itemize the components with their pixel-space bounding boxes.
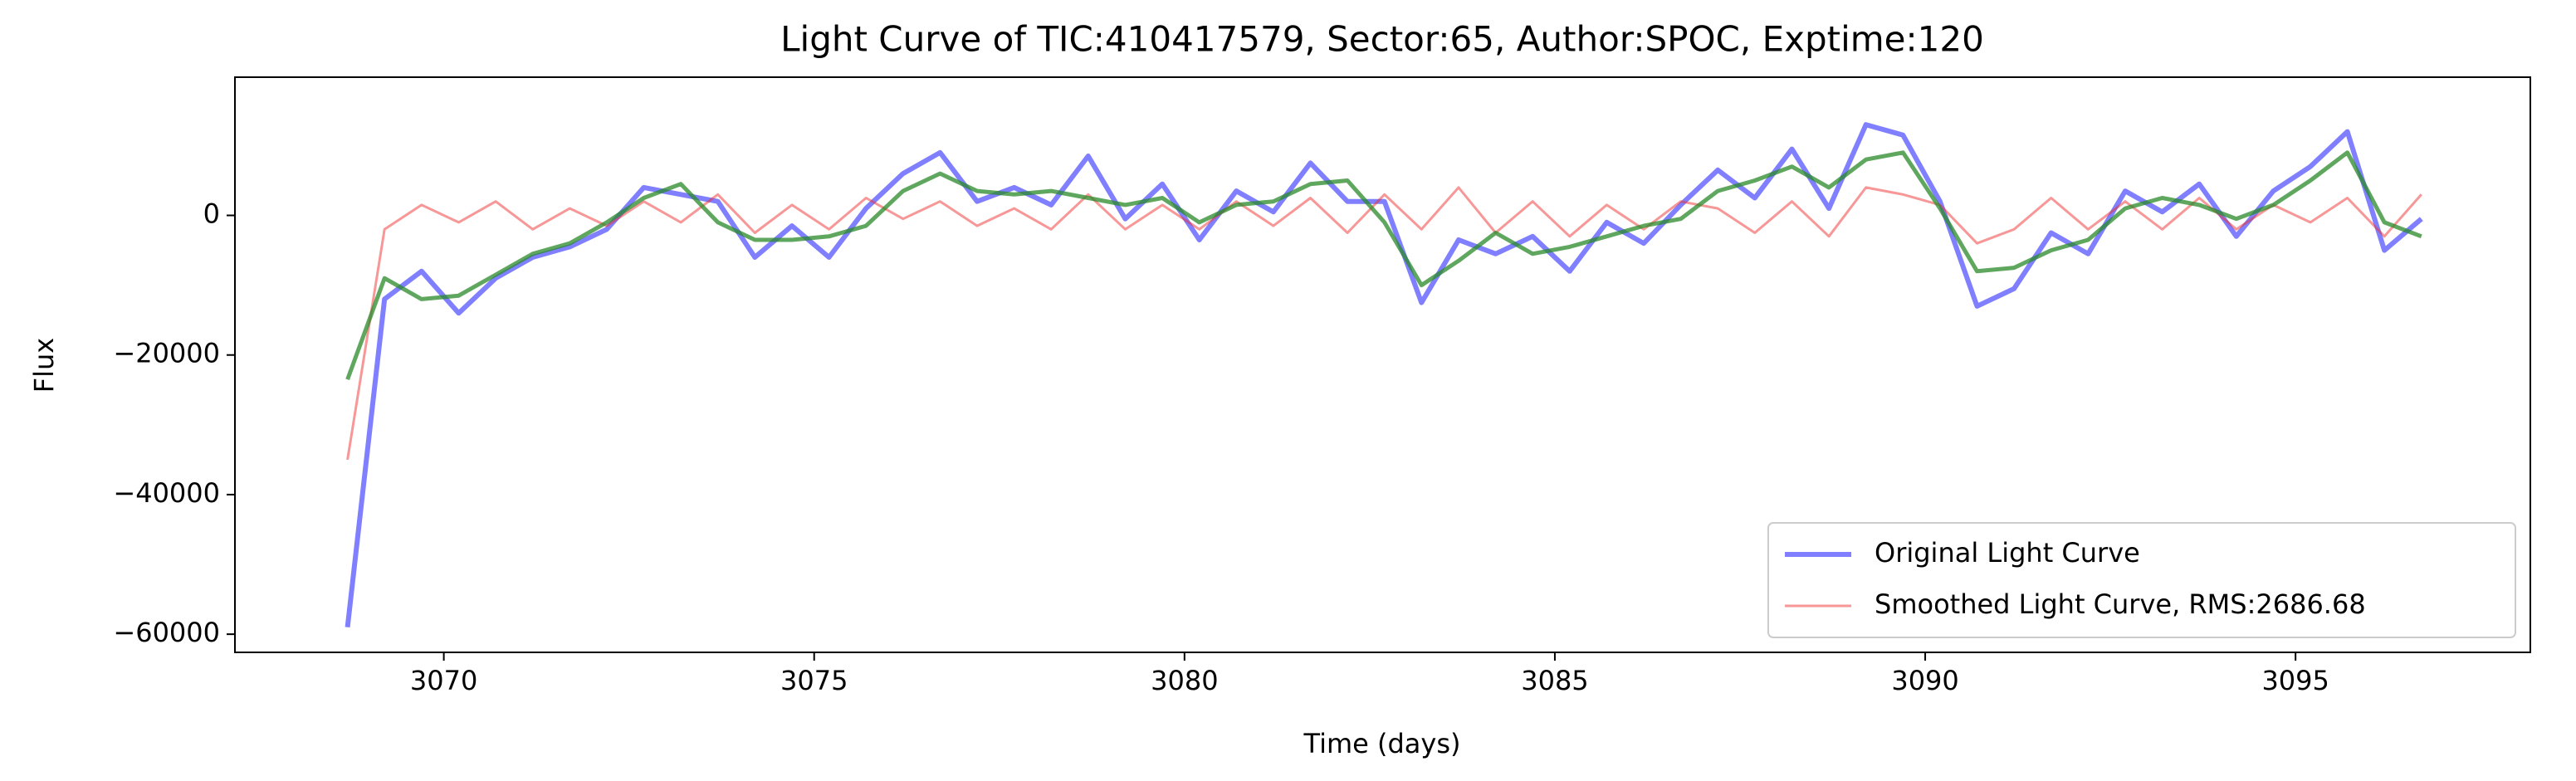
legend-label: Original Light Curve	[1875, 537, 2140, 569]
x-tick-label: 3080	[1151, 665, 1218, 696]
x-tick-label: 3095	[2261, 665, 2329, 696]
plot-frame	[234, 76, 2531, 653]
chart-title: Light Curve of TIC:410417579, Sector:65,…	[780, 19, 1984, 60]
y-tick-label: −60000	[113, 617, 220, 648]
x-tick-label: 3085	[1521, 665, 1588, 696]
x-tick-label: 3090	[1891, 665, 1958, 696]
line-series	[345, 150, 2422, 381]
x-axis-label: Time (days)	[1303, 728, 1461, 759]
y-axis-label: Flux	[28, 338, 60, 393]
x-tick-label: 3075	[780, 665, 848, 696]
x-tick-label: 3070	[410, 665, 477, 696]
line-series	[346, 186, 2422, 461]
legend-label: Smoothed Light Curve, RMS:2686.68	[1875, 588, 2366, 620]
legend-box	[1767, 522, 2516, 638]
y-tick-label: 0	[203, 198, 220, 230]
y-tick-label: −40000	[113, 477, 220, 509]
y-tick-label: −20000	[113, 338, 220, 369]
